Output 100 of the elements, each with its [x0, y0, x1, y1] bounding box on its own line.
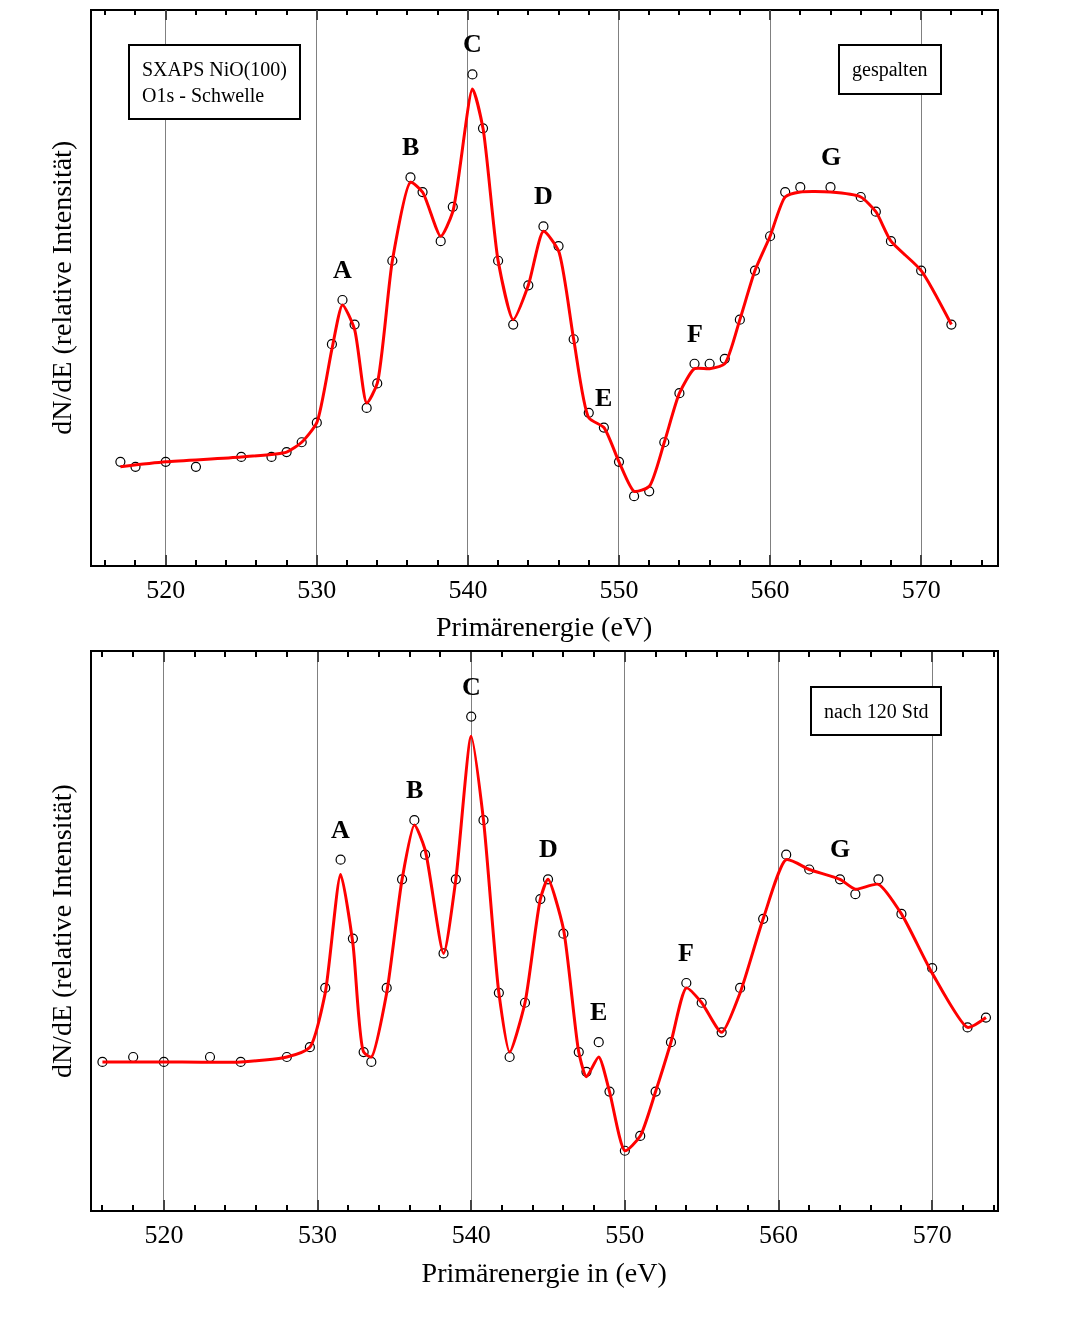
- point: [358, 1046, 369, 1058]
- point: [236, 451, 247, 463]
- point: [97, 1056, 108, 1068]
- point: [542, 874, 554, 885]
- point: [115, 456, 126, 467]
- point: [681, 977, 692, 989]
- point: [598, 422, 609, 433]
- point: [855, 191, 866, 203]
- point: [335, 854, 346, 865]
- x-tick-label: 550: [605, 1219, 645, 1249]
- y-axis-title: dN/dE (relative Intensität): [46, 140, 78, 435]
- point: [447, 201, 458, 212]
- point: [749, 265, 761, 276]
- point: [535, 894, 546, 905]
- point: [467, 69, 478, 80]
- x-tick-label: 540: [448, 574, 488, 604]
- point: [296, 437, 307, 448]
- point: [734, 314, 745, 325]
- point: [158, 1056, 169, 1068]
- annotation: A: [333, 255, 352, 284]
- point: [361, 402, 372, 414]
- point: [619, 1145, 630, 1156]
- point: [438, 948, 449, 959]
- point: [130, 461, 141, 472]
- x-axis-title: Primärenergie in (eV): [421, 1256, 667, 1288]
- point: [493, 255, 504, 266]
- annotation: D: [539, 834, 558, 863]
- point: [366, 1056, 377, 1068]
- x-axis-title: Primärenergie (eV): [436, 611, 653, 643]
- point: [896, 908, 907, 920]
- point: [417, 187, 428, 198]
- annotation: C: [462, 672, 481, 701]
- x-tick-label: 520: [146, 574, 186, 604]
- point: [873, 874, 884, 885]
- point: [409, 815, 420, 826]
- point: [478, 815, 489, 826]
- point: [583, 407, 594, 418]
- point: [420, 849, 431, 860]
- point: [716, 1027, 727, 1038]
- annotation: C: [463, 29, 482, 58]
- point: [704, 358, 715, 369]
- point: [553, 240, 564, 252]
- x-tick-label: 570: [901, 574, 941, 604]
- point: [573, 1046, 584, 1058]
- point: [593, 1037, 604, 1048]
- annotation: E: [595, 383, 613, 412]
- point: [311, 417, 322, 428]
- point: [650, 1086, 661, 1097]
- point: [558, 928, 569, 939]
- point: [962, 1022, 973, 1033]
- annotation: G: [830, 834, 851, 863]
- point: [190, 461, 202, 472]
- point: [320, 982, 331, 994]
- point: [665, 1037, 677, 1048]
- point: [927, 963, 938, 974]
- point: [477, 123, 489, 134]
- point: [804, 864, 815, 875]
- x-tick-label: 560: [750, 574, 790, 604]
- point: [696, 997, 707, 1008]
- point: [850, 889, 861, 900]
- point: [266, 451, 277, 463]
- point: [870, 206, 881, 217]
- point: [885, 236, 897, 247]
- x-tick-label: 550: [599, 574, 639, 604]
- point: [523, 280, 534, 291]
- annotation: A: [331, 815, 350, 844]
- point: [781, 849, 792, 860]
- point: [493, 987, 504, 998]
- annotation: D: [534, 181, 553, 210]
- point: [629, 491, 640, 502]
- x-tick-label: 530: [298, 1219, 338, 1249]
- x-tick-label: 560: [759, 1219, 799, 1249]
- point: [281, 446, 292, 458]
- point: [538, 221, 549, 232]
- annotation: B: [406, 775, 424, 804]
- annotation: G: [821, 142, 842, 171]
- annotation: B: [402, 132, 420, 161]
- point: [396, 874, 408, 885]
- point: [508, 319, 519, 330]
- point: [689, 358, 700, 369]
- annotation: F: [687, 319, 703, 348]
- x-tick-label: 520: [144, 1219, 184, 1249]
- point: [381, 982, 392, 994]
- y-axis-title: dN/dE (relative Intensität): [46, 784, 78, 1079]
- annotation: F: [678, 938, 694, 967]
- point: [450, 874, 461, 885]
- point: [635, 1130, 646, 1142]
- point: [504, 1051, 515, 1063]
- point: [659, 437, 670, 448]
- point: [758, 913, 769, 924]
- point: [160, 456, 171, 467]
- point: [281, 1051, 292, 1063]
- x-tick-label: 540: [451, 1219, 491, 1249]
- annotation: SXAPS NiO(100) O1s - Schwelle: [142, 58, 288, 106]
- annotation: E: [590, 997, 608, 1026]
- annotation: nach 120 Std: [824, 700, 929, 722]
- x-tick-label: 530: [297, 574, 337, 604]
- point: [387, 255, 398, 266]
- point: [349, 319, 360, 330]
- point: [916, 265, 927, 276]
